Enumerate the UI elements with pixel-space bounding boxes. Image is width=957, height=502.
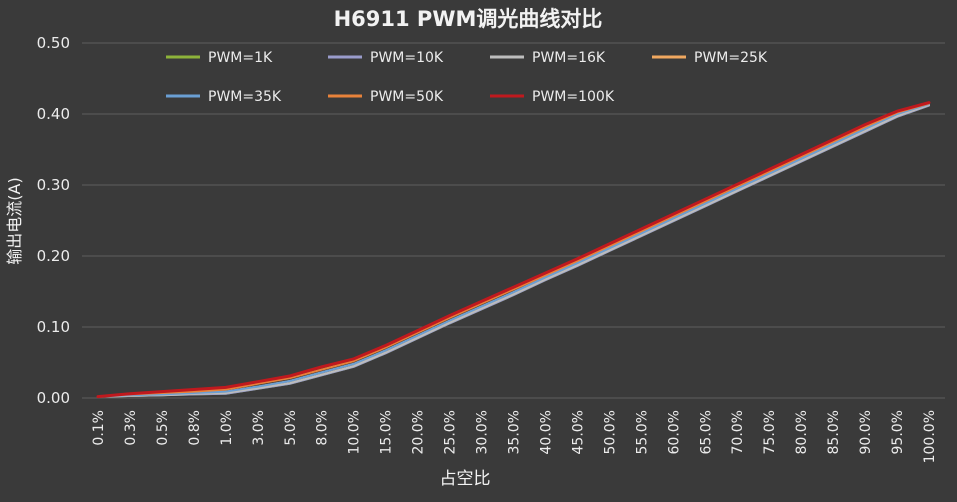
x-tick-label: 45.0% <box>570 410 586 454</box>
y-tick-label: 0.40 <box>37 105 70 123</box>
y-tick-label: 0.30 <box>37 176 70 194</box>
x-tick-label: 80.0% <box>794 410 810 454</box>
y-tick-labels: 0.00 0.10 0.20 0.30 0.40 0.50 <box>37 34 70 407</box>
x-tick-label: 3.0% <box>251 410 267 446</box>
x-tick-label: 100.0% <box>922 410 938 463</box>
legend: PWM=1K PWM=10K PWM=16K PWM=25K PWM=35K PWM=50… <box>166 50 768 105</box>
series-line-pwm-50k <box>97 102 930 398</box>
y-tick-label: 0.00 <box>37 389 70 407</box>
legend-label: PWM=50K <box>370 89 444 105</box>
x-tick-label: 90.0% <box>858 410 874 454</box>
x-tick-label: 60.0% <box>666 410 682 454</box>
x-axis-label: 占空比 <box>440 469 491 489</box>
legend-label: PWM=100K <box>532 89 615 105</box>
x-tick-label: 30.0% <box>475 410 491 454</box>
series-line-pwm-35k <box>97 103 930 398</box>
legend-label: PWM=10K <box>370 50 444 66</box>
x-tick-label: 20.0% <box>411 410 427 454</box>
x-tick-label: 50.0% <box>602 410 618 454</box>
series-lines <box>96 101 931 399</box>
x-tick-label: 5.0% <box>283 410 299 446</box>
y-tick-label: 0.20 <box>37 247 70 265</box>
x-tick-label: 1.0% <box>219 410 235 446</box>
legend-label: PWM=16K <box>532 50 606 66</box>
x-tick-label: 0.1% <box>91 410 107 446</box>
x-tick-label: 65.0% <box>698 410 714 454</box>
y-axis-label: 输出电流(A) <box>5 177 24 264</box>
x-tick-label: 95.0% <box>890 410 906 454</box>
chart-title: H6911 PWM调光曲线对比 <box>334 7 603 31</box>
y-tick-label: 0.50 <box>37 34 70 52</box>
legend-label: PWM=35K <box>208 89 282 105</box>
x-tick-label: 55.0% <box>634 410 650 454</box>
x-tick-label: 75.0% <box>762 410 778 454</box>
x-tick-label: 15.0% <box>379 410 395 454</box>
x-tick-label: 8.0% <box>315 410 331 446</box>
x-tick-label: 0.5% <box>155 410 171 446</box>
x-tick-label: 70.0% <box>730 410 746 454</box>
x-tick-label: 85.0% <box>826 410 842 454</box>
y-tick-label: 0.10 <box>37 318 70 336</box>
x-tick-label: 0.3% <box>123 410 139 446</box>
series-line-pwm-100k <box>96 101 931 399</box>
gridlines <box>82 42 945 399</box>
x-tick-labels: 0.1% 0.3% 0.5% 0.8% 1.0% 3.0% 5.0% 8.0% 10.0% 15.… <box>91 410 938 463</box>
x-tick-label: 10.0% <box>347 410 363 454</box>
x-tick-label: 35.0% <box>507 410 523 454</box>
legend-label: PWM=25K <box>694 50 768 66</box>
x-tick-label: 25.0% <box>443 410 459 454</box>
x-tick-label: 40.0% <box>538 410 554 454</box>
x-tick-label: 0.8% <box>187 410 203 446</box>
series-line-pwm-16k <box>97 103 930 398</box>
legend-label: PWM=1K <box>208 50 273 66</box>
